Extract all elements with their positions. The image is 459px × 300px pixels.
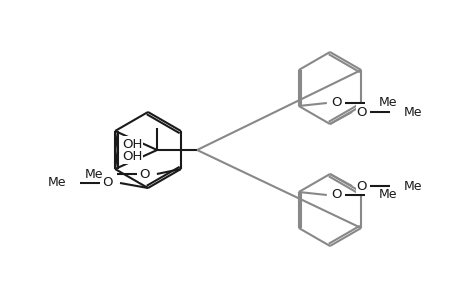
Text: O: O (356, 179, 366, 193)
Text: Me: Me (403, 179, 421, 193)
Text: Me: Me (47, 176, 66, 190)
Text: O: O (331, 188, 341, 202)
Text: O: O (102, 176, 113, 190)
Text: Me: Me (403, 106, 421, 118)
Text: O: O (140, 167, 150, 181)
Text: Me: Me (378, 97, 397, 110)
Text: Me: Me (378, 188, 397, 202)
Text: O: O (331, 97, 341, 110)
Text: O: O (356, 106, 366, 118)
Text: Me: Me (84, 167, 103, 181)
Text: OH: OH (122, 137, 142, 151)
Text: OH: OH (122, 149, 142, 163)
